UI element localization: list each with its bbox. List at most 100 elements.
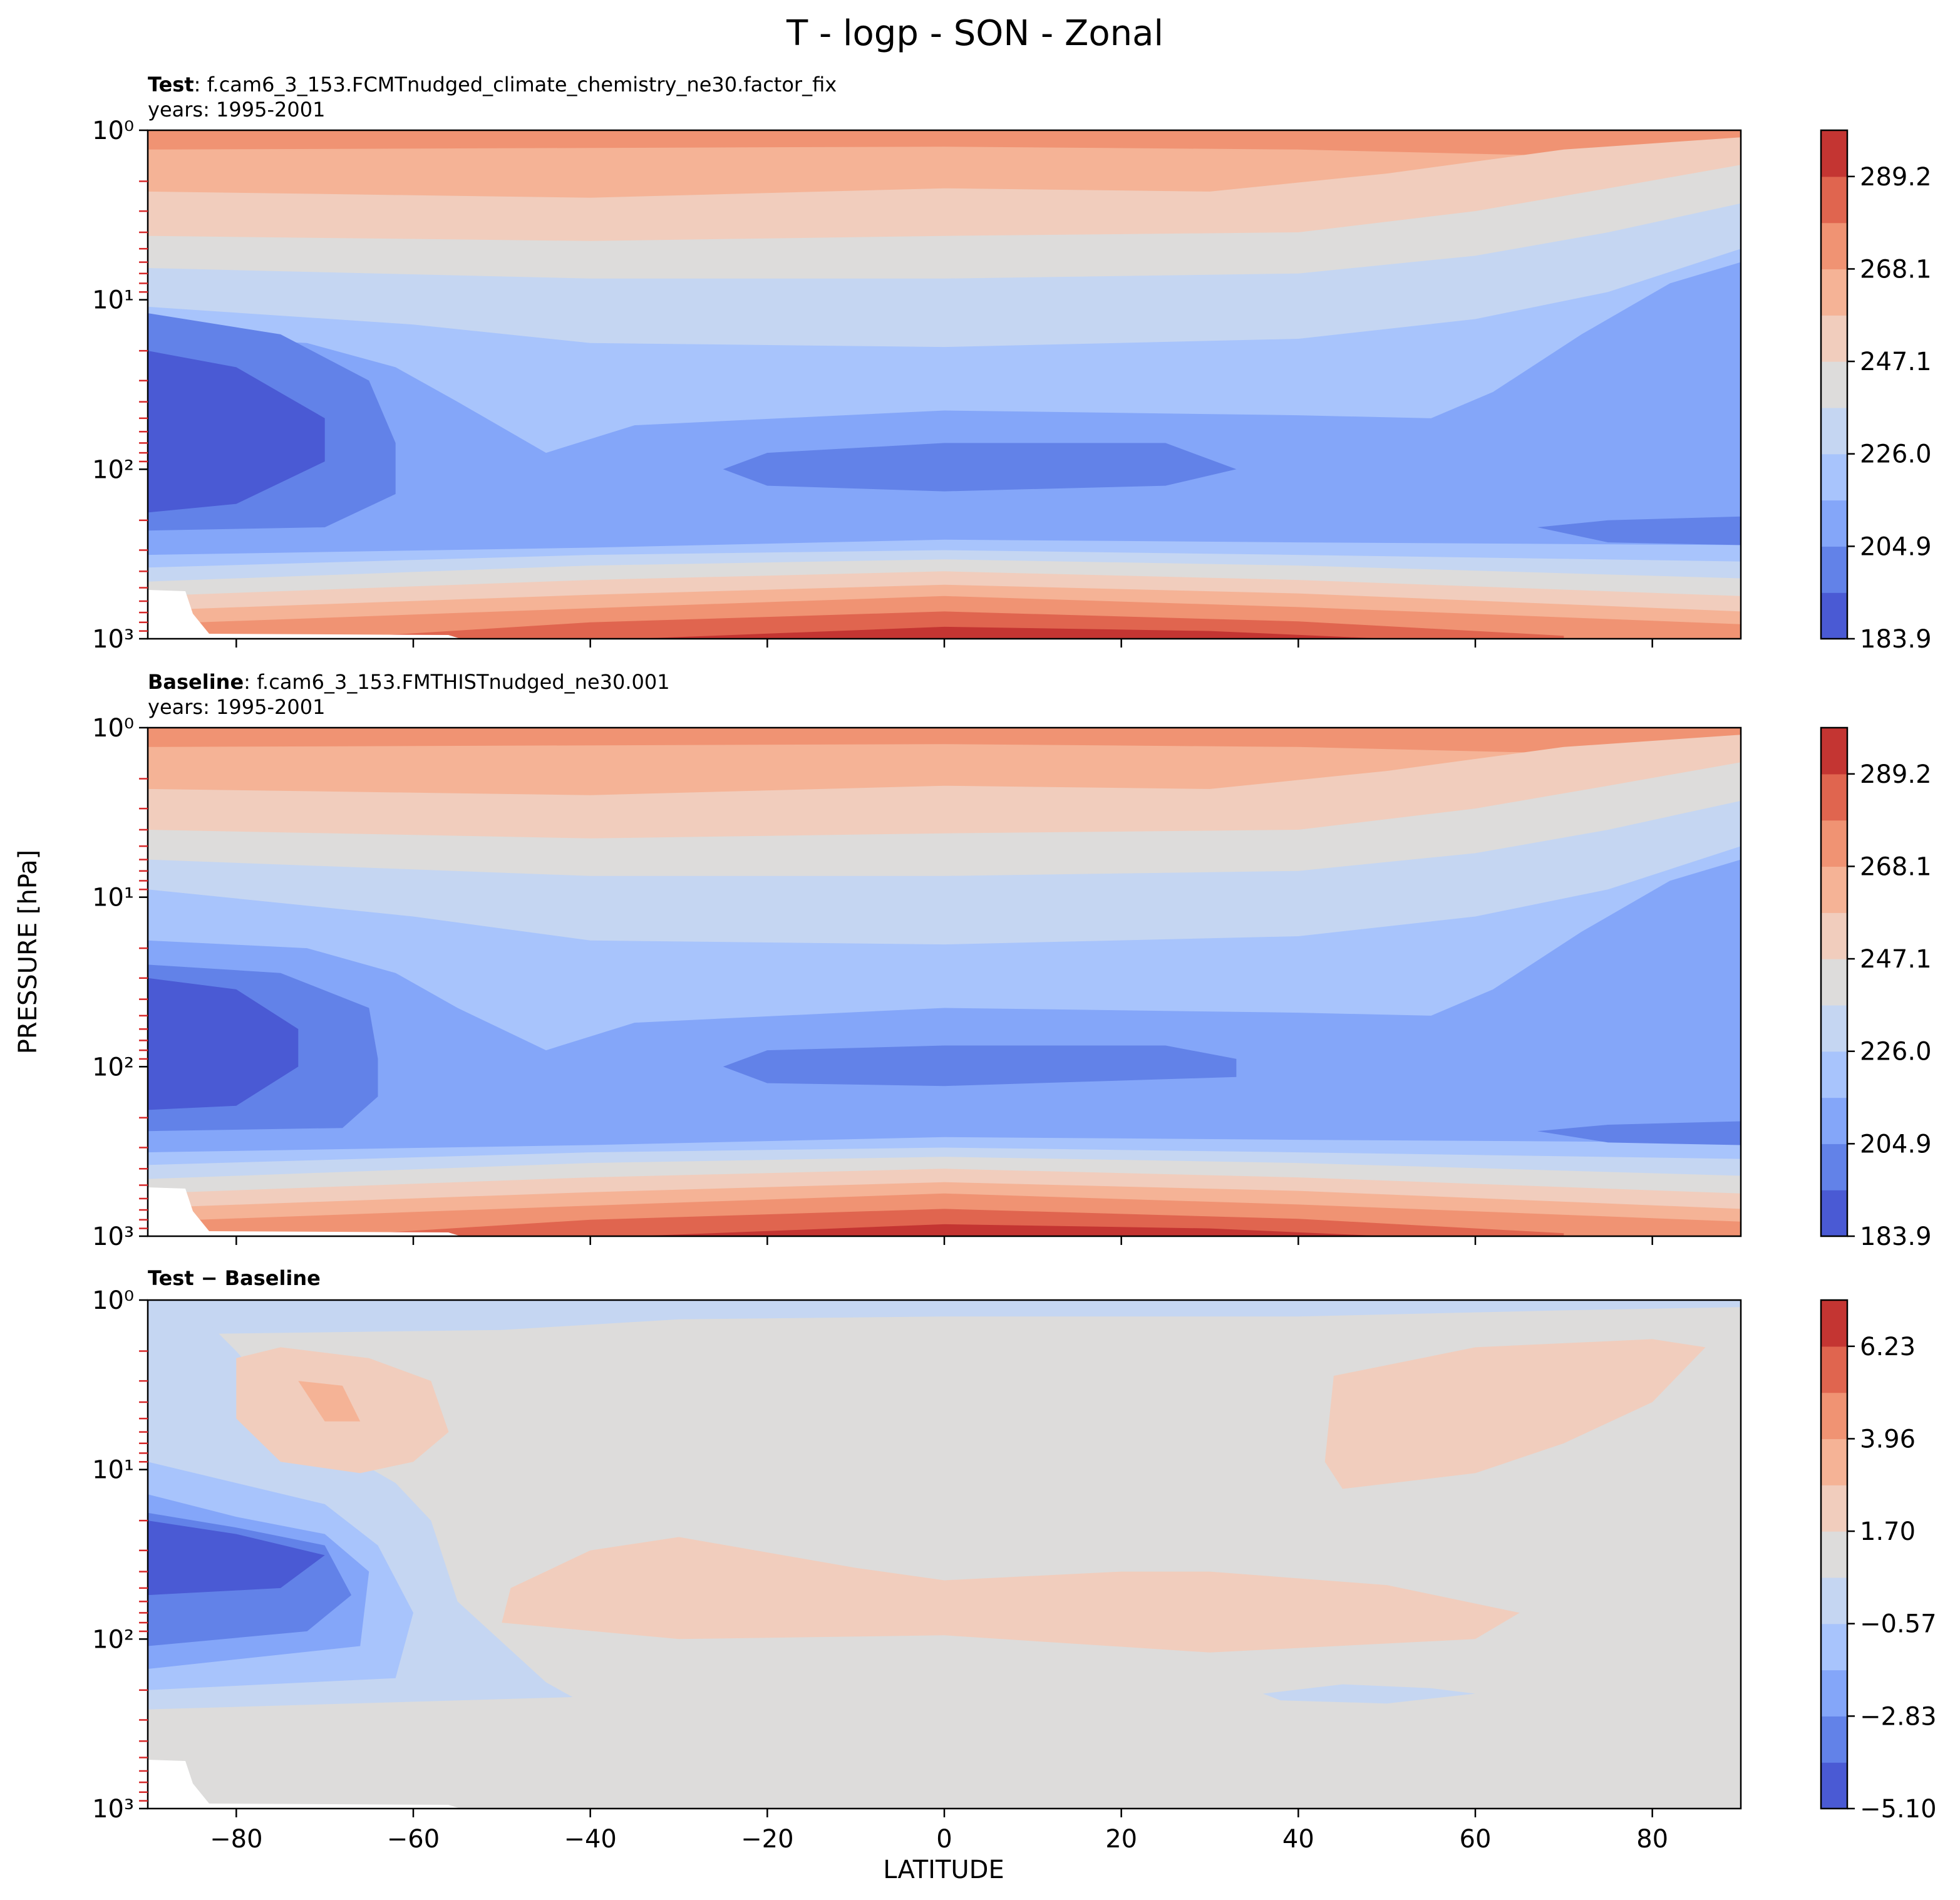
contour-region: [502, 1537, 1520, 1653]
y-tick-label: 10²: [92, 455, 134, 484]
colorbar-swatch: [1821, 1716, 1847, 1763]
colorbar-swatch: [1821, 773, 1847, 821]
y-tick-label: 10¹: [92, 1456, 134, 1485]
panel-label: Test − Baseline: [148, 1266, 321, 1290]
contour-fill: [148, 130, 1741, 639]
panel-label-case: : f.cam6_3_153.FCMTnudged_climate_chemis…: [194, 73, 837, 96]
y-tick-label: 10⁰: [92, 116, 134, 145]
colorbar-swatch: [1821, 1051, 1847, 1098]
colorbar-swatch: [1821, 1144, 1847, 1190]
panel-label-bold: Test: [148, 73, 194, 96]
colorbar-swatch: [1821, 1346, 1847, 1393]
y-tick-label: 10³: [92, 1795, 134, 1824]
panel-label: Test: f.cam6_3_153.FCMTnudged_climate_ch…: [148, 73, 837, 96]
colorbar-tick-label: −0.57: [1860, 1610, 1937, 1639]
panel-label-case: : f.cam6_3_153.FMTHISTnudged_ne30.001: [244, 670, 669, 694]
colorbar-swatch: [1821, 1004, 1847, 1052]
colorbar-swatch: [1821, 130, 1847, 177]
colorbar-swatch: [1821, 959, 1847, 1006]
contour-band: [324, 1209, 1564, 1236]
y-tick-label: 10¹: [92, 286, 134, 315]
missing-data-region: [148, 1760, 461, 1809]
colorbar-swatch: [1821, 1762, 1847, 1809]
colorbar-tick-label: 183.9: [1860, 625, 1932, 654]
colorbar: 289.2 268.1 247.1 226.0 204.9 183.9: [1820, 129, 1932, 654]
contour-fill: [148, 1300, 1741, 1809]
colorbar-swatch: [1821, 1438, 1847, 1485]
colorbar-swatch: [1821, 176, 1847, 224]
colorbar-tick-label: 226.0: [1860, 440, 1932, 469]
colorbar-swatch: [1821, 222, 1847, 270]
x-tick-label: −40: [564, 1825, 616, 1854]
x-tick-label: 0: [936, 1825, 952, 1854]
colorbar-tick-label: 226.0: [1860, 1038, 1932, 1066]
colorbar-swatch: [1821, 1623, 1847, 1671]
contour-region: [1262, 1684, 1475, 1704]
contour-band: [634, 626, 1387, 639]
y-tick-label: 10³: [92, 625, 134, 654]
contour-region: [148, 1521, 325, 1596]
panel-label: Baseline: f.cam6_3_153.FMTHISTnudged_ne3…: [148, 670, 670, 694]
colorbar-tick-label: 6.23: [1860, 1333, 1916, 1361]
x-tick-label: 80: [1636, 1825, 1668, 1854]
x-tick-label: −80: [210, 1825, 262, 1854]
colorbar-swatch: [1821, 1670, 1847, 1717]
contour-band: [634, 1224, 1387, 1236]
panel-label-bold: Baseline: [148, 670, 244, 694]
figure-title: T - logp - SON - Zonal: [786, 13, 1163, 54]
y-tick-label: 10⁰: [92, 714, 134, 743]
colorbar-tick-label: −5.10: [1860, 1795, 1937, 1824]
colorbar-tick-label: 204.9: [1860, 1130, 1932, 1159]
contour-region: [1537, 1121, 1741, 1145]
colorbar-swatch: [1821, 820, 1847, 867]
colorbar-tick-label: 289.2: [1860, 760, 1932, 789]
colorbar-tick-label: 268.1: [1860, 852, 1932, 881]
y-tick-label: 10³: [92, 1222, 134, 1251]
y-tick-label: 10²: [92, 1053, 134, 1082]
colorbar-tick-label: 268.1: [1860, 255, 1932, 284]
panel-years: years: 1995-2001: [148, 98, 325, 121]
colorbar-swatch: [1821, 866, 1847, 913]
colorbar-frame: [1820, 129, 1849, 640]
colorbar-frame: [1820, 1299, 1849, 1810]
x-axis-label: LATITUDE: [883, 1856, 1004, 1884]
panel-test: Test: f.cam6_3_153.FCMTnudged_climate_ch…: [92, 73, 1931, 654]
x-tick-label: 60: [1460, 1825, 1492, 1854]
colorbar-swatch: [1821, 1392, 1847, 1440]
missing-data-region: [148, 590, 461, 639]
contour-region: [723, 443, 1237, 492]
colorbar-swatch: [1821, 1531, 1847, 1578]
contour-fill: [148, 728, 1741, 1236]
colorbar-swatch: [1821, 500, 1847, 547]
colorbar-swatch: [1821, 315, 1847, 362]
colorbar-swatch: [1821, 1485, 1847, 1532]
colorbar-tick-label: 247.1: [1860, 945, 1932, 974]
colorbar-swatch: [1821, 361, 1847, 408]
colorbar: 6.23 3.96 1.70 −0.57 −2.83 −5.10: [1820, 1299, 1937, 1824]
colorbar-tick-label: 183.9: [1860, 1222, 1932, 1251]
x-tick-label: −60: [387, 1825, 440, 1854]
x-tick-label: 20: [1105, 1825, 1137, 1854]
colorbar-swatch: [1821, 592, 1847, 639]
colorbar: 289.2 268.1 247.1 226.0 204.9 183.9: [1820, 726, 1932, 1251]
colorbar-swatch: [1821, 1097, 1847, 1144]
panels: Test: f.cam6_3_153.FCMTnudged_climate_ch…: [92, 73, 1937, 1854]
y-tick-label: 10¹: [92, 884, 134, 912]
colorbar-swatch: [1821, 546, 1847, 593]
colorbar-tick-label: 3.96: [1860, 1425, 1916, 1453]
contour-region: [1537, 516, 1741, 545]
contour-region: [148, 978, 299, 1110]
panel-difference: Test − Baseline 10⁰ 10¹ 10² 10³ −80 −60 −40 −20 0…: [92, 1266, 1937, 1854]
colorbar-tick-label: −2.83: [1860, 1702, 1937, 1731]
panel-baseline: Baseline: f.cam6_3_153.FMTHISTnudged_ne3…: [92, 670, 1931, 1251]
missing-data-region: [148, 1187, 461, 1236]
colorbar-swatch: [1821, 453, 1847, 501]
colorbar-swatch: [1821, 1190, 1847, 1237]
x-tick-label: 40: [1282, 1825, 1314, 1854]
colorbar-tick-label: 1.70: [1860, 1517, 1916, 1546]
colorbar-tick-label: 247.1: [1860, 348, 1932, 376]
colorbar-swatch: [1821, 1300, 1847, 1347]
colorbar-swatch: [1821, 1577, 1847, 1624]
colorbar-frame: [1820, 726, 1849, 1237]
